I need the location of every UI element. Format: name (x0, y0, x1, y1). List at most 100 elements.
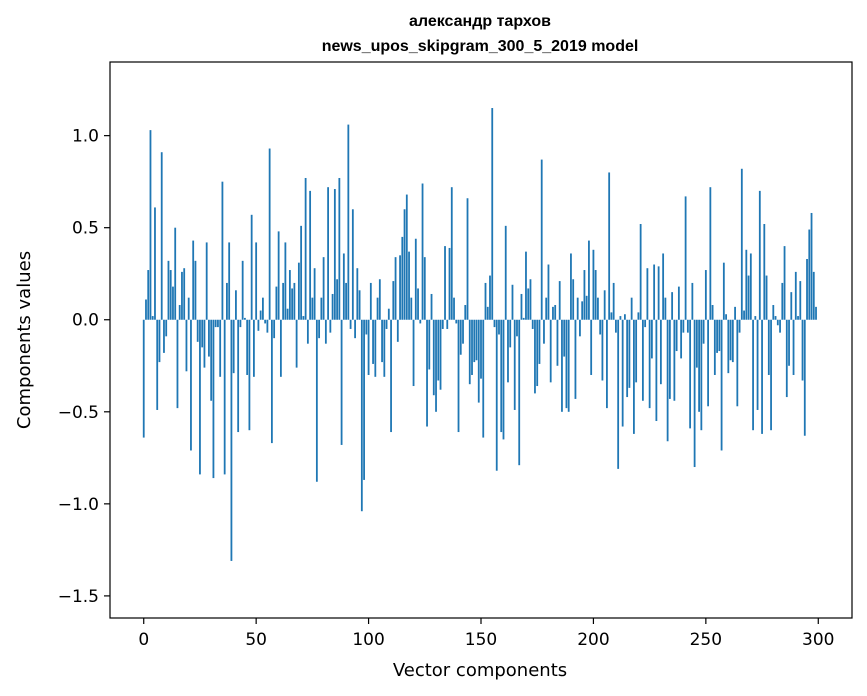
bar (740, 168, 743, 320)
bar (399, 255, 401, 320)
bar (536, 319, 539, 387)
bar (657, 266, 660, 320)
bar (599, 319, 602, 335)
bar (318, 319, 321, 339)
bar (615, 319, 617, 333)
bar (214, 319, 217, 328)
bar (333, 189, 336, 320)
bar (558, 281, 561, 320)
bar (201, 319, 204, 348)
bar (529, 279, 532, 320)
bar (250, 214, 253, 320)
bar (154, 207, 156, 320)
bar (736, 319, 739, 407)
bar (801, 319, 804, 381)
y-tick-label: −1.5 (58, 587, 99, 607)
bar (644, 319, 647, 328)
bar (187, 297, 190, 320)
bar (695, 319, 698, 368)
bar (302, 316, 305, 320)
bar (774, 316, 777, 320)
bar (534, 319, 536, 394)
bar (228, 242, 231, 320)
bar (275, 286, 278, 320)
bar (279, 319, 282, 377)
bar (518, 319, 521, 466)
y-axis-label: Components values (14, 251, 35, 429)
bar (396, 319, 399, 342)
bar (637, 312, 640, 320)
bar (682, 319, 685, 333)
bar (738, 319, 741, 333)
bar (815, 306, 817, 320)
bar (743, 310, 745, 320)
bar (556, 319, 559, 366)
plot-frame (109, 61, 853, 619)
bar (142, 319, 145, 438)
bar (504, 225, 507, 320)
y-tick-label: −1.0 (58, 495, 99, 515)
bar (408, 251, 410, 320)
bar (295, 319, 298, 368)
bar (619, 316, 622, 320)
bar (567, 319, 570, 412)
bar (484, 282, 487, 320)
bar (315, 319, 318, 482)
x-tick-label: 50 (245, 630, 267, 650)
bar (729, 319, 732, 361)
bar (226, 282, 228, 320)
bar (590, 319, 593, 375)
x-tick-label: 250 (690, 630, 722, 650)
bar (480, 319, 482, 379)
bar (208, 319, 210, 357)
bar (711, 305, 714, 320)
bar (430, 293, 433, 320)
bar (552, 306, 554, 320)
bar (617, 319, 620, 469)
bar (268, 148, 271, 320)
bar (286, 308, 289, 320)
bar (788, 319, 790, 366)
bar (462, 319, 464, 344)
bar (792, 319, 795, 375)
bar (495, 319, 498, 471)
bar (477, 319, 480, 403)
bar (405, 194, 408, 320)
bar (151, 316, 154, 320)
bar (320, 297, 323, 320)
bar (720, 319, 723, 451)
bar (309, 190, 312, 320)
bar (356, 268, 359, 320)
bar (351, 209, 354, 320)
bar (181, 271, 183, 320)
bar (752, 319, 754, 431)
bar (655, 319, 658, 422)
y-tick-label: 0.0 (72, 311, 99, 331)
bar (475, 319, 478, 361)
bar (574, 319, 577, 399)
x-axis-label: Vector components (393, 660, 567, 681)
bar (545, 297, 548, 320)
bar (507, 319, 509, 383)
bar (297, 262, 300, 320)
bar (338, 177, 341, 320)
bar (543, 319, 545, 344)
bar (693, 319, 696, 468)
bar (230, 319, 233, 561)
x-tick-label: 200 (577, 630, 609, 650)
bar (158, 319, 161, 363)
bar (641, 319, 644, 401)
bar (381, 319, 383, 363)
bar (565, 319, 568, 409)
bar (702, 319, 705, 344)
bar (190, 319, 192, 451)
bar (437, 319, 440, 381)
bar (205, 242, 208, 320)
bar (473, 319, 476, 363)
bar (253, 319, 255, 377)
bar (221, 181, 224, 320)
bar (588, 240, 590, 320)
bar (185, 319, 188, 372)
bar (147, 270, 150, 320)
bar (754, 316, 757, 320)
